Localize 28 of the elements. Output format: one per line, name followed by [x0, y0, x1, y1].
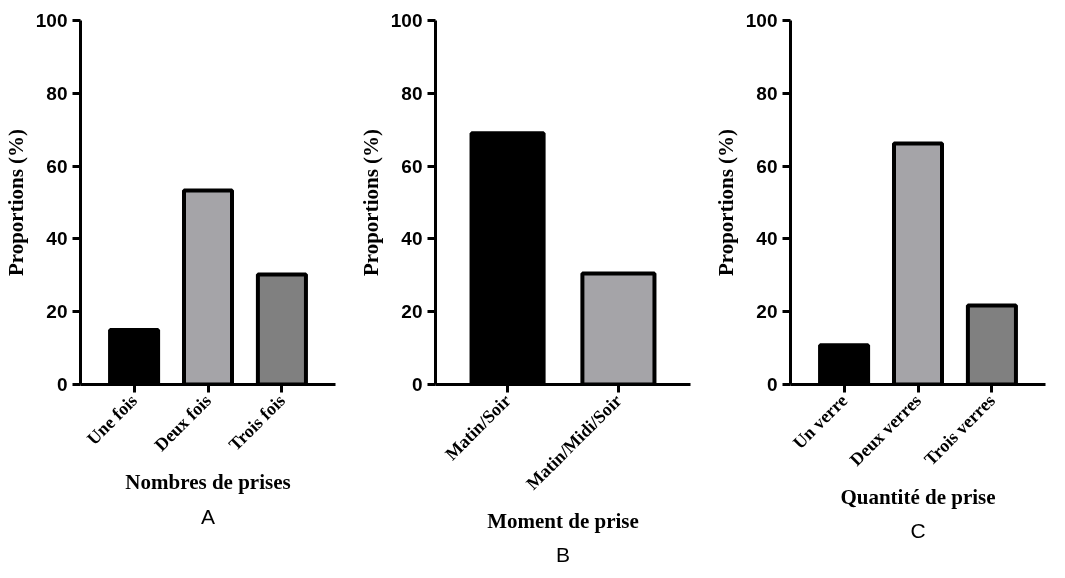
- y-tick-label: 40: [401, 228, 423, 250]
- x-axis-title: Moment de prise: [487, 508, 639, 533]
- y-tick-label: 20: [401, 301, 423, 323]
- y-tick-label: 40: [46, 228, 68, 250]
- y-tick-label: 60: [46, 155, 68, 177]
- y-tick-label: 80: [401, 82, 423, 104]
- text: B: [556, 542, 571, 566]
- y-tick-label: 20: [756, 301, 778, 323]
- y-tick-label: 20: [46, 301, 68, 323]
- y-axis-title: Proportions (%): [713, 128, 738, 277]
- y-axis-title: Proportions (%): [3, 128, 28, 277]
- text: C: [910, 518, 926, 542]
- y-axis-title: Proportions (%): [358, 128, 383, 277]
- y-tick-label: 60: [756, 155, 778, 177]
- y-tick-label: 100: [35, 10, 68, 31]
- y-tick-label: 100: [745, 10, 778, 31]
- x-axis-title: Nombres de prises: [125, 470, 291, 495]
- y-tick-label: 40: [756, 228, 778, 250]
- y-tick-label: 80: [46, 82, 68, 104]
- y-tick-label: 0: [766, 374, 778, 395]
- y-tick-label: 0: [56, 374, 68, 395]
- y-tick-label: 60: [401, 155, 423, 177]
- y-tick-label: 100: [390, 10, 423, 31]
- y-tick-label: 80: [756, 82, 778, 104]
- y-tick-label: 0: [411, 374, 423, 395]
- x-tick-label: Une fois: [82, 390, 142, 449]
- x-axis-title: Quantité de prise: [840, 484, 996, 509]
- text: A: [201, 504, 216, 528]
